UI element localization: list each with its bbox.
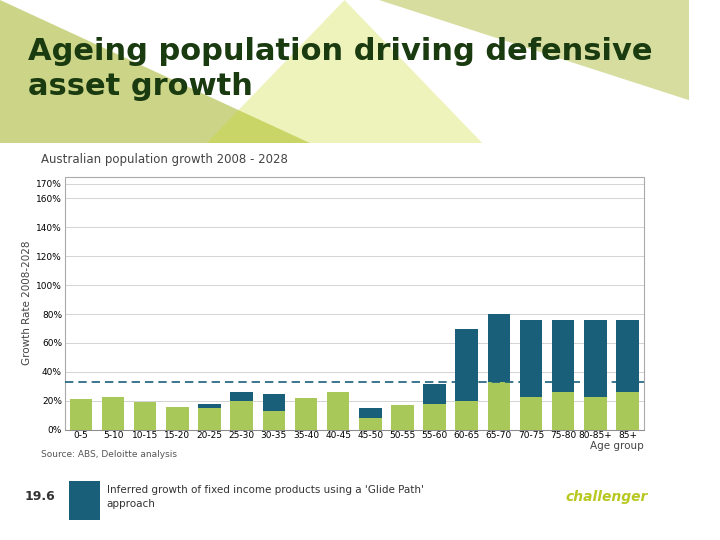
Bar	[520, 320, 542, 396]
Bar	[230, 392, 253, 401]
Bar	[584, 320, 607, 396]
Text: Australian population growth 2008 - 2028: Australian population growth 2008 - 2028	[41, 153, 288, 166]
Bar	[359, 408, 382, 418]
Bar	[520, 396, 542, 430]
Bar	[487, 314, 510, 382]
Bar	[423, 404, 446, 430]
Polygon shape	[379, 0, 689, 100]
Bar	[198, 408, 221, 430]
Bar	[552, 320, 575, 392]
Bar	[70, 400, 92, 430]
Bar	[198, 404, 221, 408]
Bar	[391, 405, 414, 430]
Polygon shape	[207, 0, 482, 143]
Bar	[616, 392, 639, 430]
Text: Age group: Age group	[590, 441, 644, 451]
Polygon shape	[0, 0, 310, 143]
Bar	[294, 398, 318, 430]
Bar	[487, 382, 510, 430]
Bar	[456, 328, 478, 401]
Bar	[327, 392, 349, 430]
Bar	[552, 392, 575, 430]
Bar	[616, 320, 639, 392]
Bar	[69, 481, 100, 521]
Bar	[456, 401, 478, 430]
Text: Inferred growth of fixed income products using a 'Glide Path'
approach: Inferred growth of fixed income products…	[107, 485, 423, 509]
Bar	[263, 411, 285, 430]
Text: 19.6: 19.6	[24, 490, 55, 503]
Bar	[584, 396, 607, 430]
Text: Source: ABS, Deloitte analysis: Source: ABS, Deloitte analysis	[41, 449, 177, 458]
Bar	[230, 401, 253, 430]
Bar	[102, 396, 125, 430]
Text: Ageing population driving defensive
asset growth: Ageing population driving defensive asse…	[27, 37, 652, 100]
Y-axis label: Growth Rate 2008-2028: Growth Rate 2008-2028	[22, 241, 32, 366]
Bar	[134, 402, 156, 430]
Bar	[263, 394, 285, 411]
Bar	[166, 407, 189, 430]
Text: challenger: challenger	[565, 490, 647, 504]
Bar	[65, 177, 644, 430]
Bar	[359, 418, 382, 430]
Bar	[423, 383, 446, 404]
